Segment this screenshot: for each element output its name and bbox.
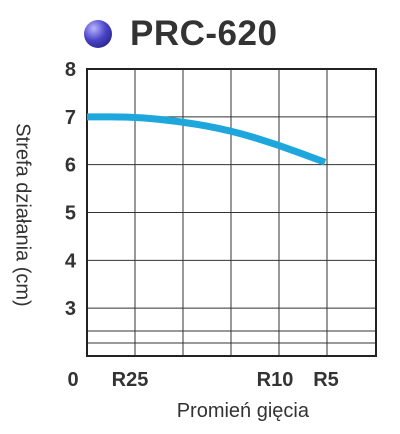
x-tick-label-R25: R25 xyxy=(112,369,149,391)
y-tick-label-3: 3 xyxy=(65,298,76,320)
series-group xyxy=(86,113,327,166)
plot-frame xyxy=(86,68,377,357)
series-line-1 xyxy=(86,113,327,166)
x-origin-label: 0 xyxy=(67,369,78,391)
chart-title: PRC-620 xyxy=(84,14,277,54)
y-axis-label: Strefa działania (cm) xyxy=(11,123,34,307)
x-axis-label: Promień gięcia xyxy=(176,400,309,422)
y-tick-label-4: 4 xyxy=(65,250,77,272)
x-axis-ticks: 0 R25 R10 R5 xyxy=(67,369,338,391)
title-text: PRC-620 xyxy=(130,14,278,53)
title-marker-icon xyxy=(84,20,112,48)
y-tick-label-6: 6 xyxy=(65,155,76,177)
y-tick-label-8: 8 xyxy=(65,59,76,81)
x-tick-label-R10: R10 xyxy=(257,369,294,391)
x-tick-label-R5: R5 xyxy=(313,369,339,391)
y-tick-label-7: 7 xyxy=(65,107,76,129)
chart-grid xyxy=(87,69,376,356)
y-axis-ticks: 3 4 5 6 7 8 xyxy=(65,59,77,320)
y-tick-label-5: 5 xyxy=(65,203,76,225)
